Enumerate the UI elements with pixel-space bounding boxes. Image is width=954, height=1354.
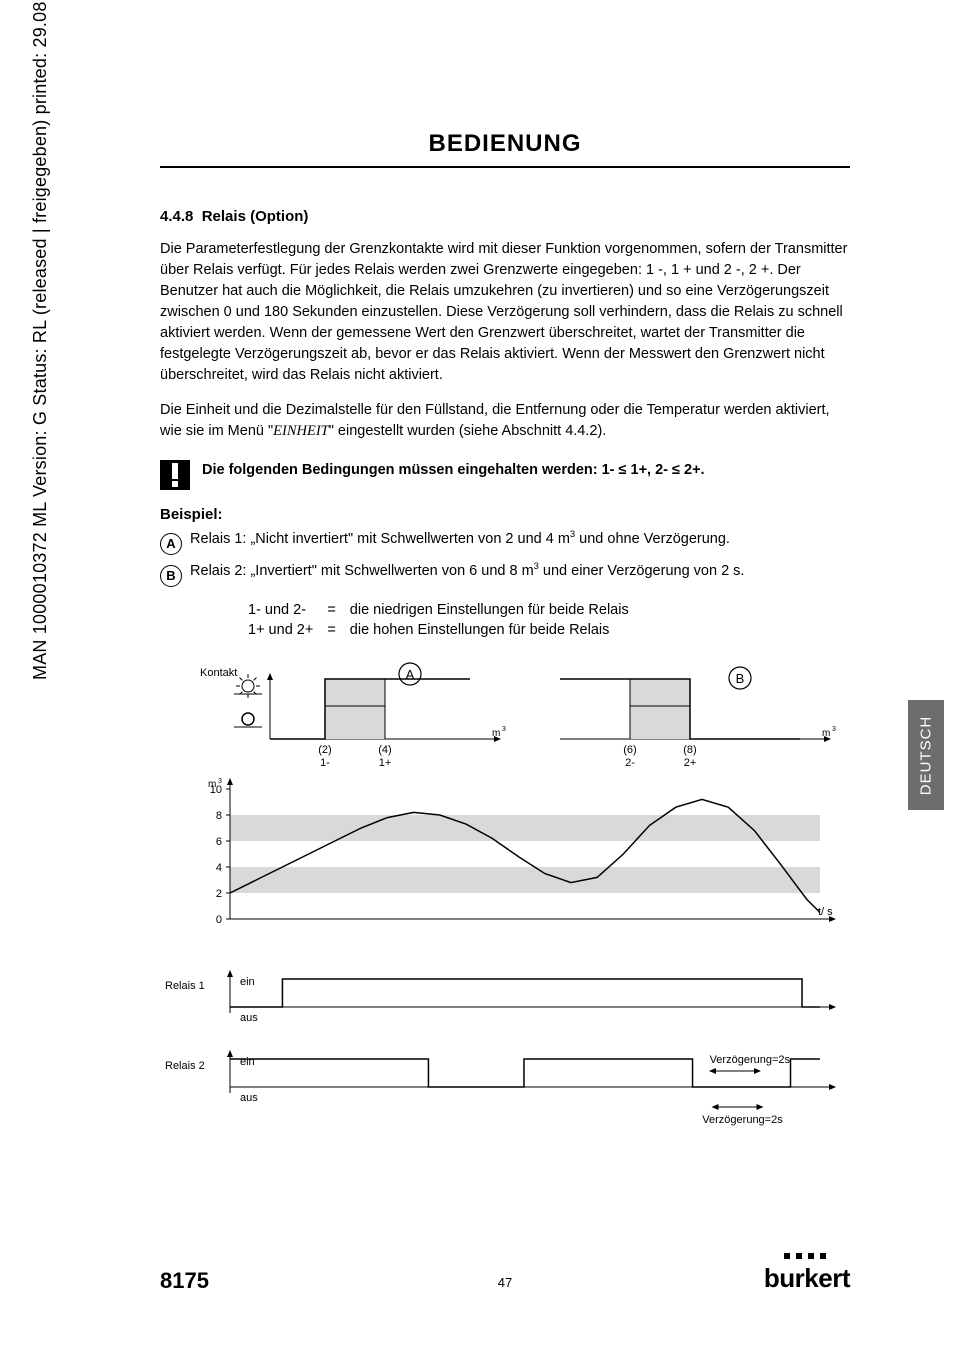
section-title: Relais (Option)	[202, 208, 309, 225]
svg-text:2+: 2+	[684, 757, 697, 769]
svg-text:1-: 1-	[320, 757, 330, 769]
language-label: DEUTSCH	[918, 715, 935, 795]
svg-text:m: m	[492, 728, 500, 739]
brand-text: burkert	[764, 1263, 850, 1293]
example-a-post: und ohne Verzögerung.	[575, 531, 730, 547]
svg-text:B: B	[736, 671, 745, 686]
svg-text:0: 0	[216, 914, 222, 926]
svg-text:2-: 2-	[625, 757, 635, 769]
def2-right: die hohen Einstellungen für beide Relais	[344, 621, 635, 639]
def1-right: die niedrigen Einstellungen für beide Re…	[344, 601, 635, 619]
warning-icon	[160, 460, 190, 490]
svg-text:Verzögerung=2s: Verzögerung=2s	[702, 1114, 783, 1126]
eq: =	[321, 621, 341, 639]
svg-text:3: 3	[502, 726, 506, 733]
warning-text: Die folgenden Bedingungen müssen eingeha…	[202, 460, 705, 480]
example-b-pre: Relais 2: „Invertiert" mit Schwellwerten…	[186, 563, 534, 579]
page-title: BEDIENUNG	[160, 130, 850, 158]
svg-text:8: 8	[216, 810, 222, 822]
section-number: 4.4.8	[160, 208, 193, 225]
svg-text:(4): (4)	[378, 744, 391, 756]
svg-text:6: 6	[216, 836, 222, 848]
footer-page-number: 47	[498, 1275, 512, 1290]
language-tab: DEUTSCH	[908, 700, 944, 810]
content-area: BEDIENUNG 4.4.8 Relais (Option) Die Para…	[160, 130, 850, 1129]
svg-text:Verzögerung=2s: Verzögerung=2s	[710, 1054, 791, 1066]
def2-left: 1+ und 2+	[242, 621, 319, 639]
eq: =	[321, 601, 341, 619]
svg-text:1+: 1+	[379, 757, 392, 769]
svg-text:ein: ein	[240, 1056, 255, 1068]
example-a-pre: Relais 1: „Nicht invertiert" mit Schwell…	[186, 531, 570, 547]
relay-diagram: KontaktAm3(2)1-(4)1+Bm3(6)2-(8)2+m310864…	[160, 659, 850, 1129]
table-row: 1+ und 2+=die hohen Einstellungen für be…	[242, 621, 635, 639]
warning-row: Die folgenden Bedingungen müssen eingeha…	[160, 460, 850, 490]
footer: 8175 47 burkert	[160, 1253, 850, 1294]
svg-text:10: 10	[210, 784, 222, 796]
footer-model: 8175	[160, 1268, 209, 1294]
section-heading: 4.4.8 Relais (Option)	[160, 208, 850, 225]
svg-text:2: 2	[216, 888, 222, 900]
paragraph-2: Die Einheit und die Dezimalstelle für de…	[160, 400, 850, 442]
definitions-table: 1- und 2-=die niedrigen Einstellungen fü…	[240, 599, 637, 641]
svg-text:A: A	[406, 667, 415, 682]
footer-brand: burkert	[764, 1253, 850, 1294]
svg-text:Relais 1: Relais 1	[165, 980, 205, 992]
svg-text:t/ s: t/ s	[818, 906, 833, 918]
paragraph-1: Die Parameterfestlegung der Grenzkontakt…	[160, 239, 850, 386]
svg-text:(2): (2)	[318, 744, 331, 756]
menu-einheit: EINHEIT	[273, 423, 329, 439]
table-row: 1- und 2-=die niedrigen Einstellungen fü…	[242, 601, 635, 619]
def1-left: 1- und 2-	[242, 601, 319, 619]
title-rule	[160, 166, 850, 168]
brand-dots-icon	[784, 1253, 826, 1259]
svg-text:(6): (6)	[623, 744, 636, 756]
svg-text:aus: aus	[240, 1092, 258, 1104]
para2-post: " eingestellt wurden (siehe Abschnitt 4.…	[329, 423, 607, 439]
svg-text:Kontakt: Kontakt	[200, 667, 237, 679]
svg-text:(8): (8)	[683, 744, 696, 756]
svg-text:aus: aus	[240, 1012, 258, 1024]
side-watermark: MAN 1000010372 ML Version: G Status: RL …	[30, 0, 51, 680]
example-b-post: und einer Verzögerung von 2 s.	[539, 563, 745, 579]
svg-text:ein: ein	[240, 976, 255, 988]
example-b: B Relais 2: „Invertiert" mit Schwellwert…	[160, 559, 850, 587]
diagram-svg: KontaktAm3(2)1-(4)1+Bm3(6)2-(8)2+m310864…	[160, 659, 850, 1129]
svg-text:m: m	[822, 728, 830, 739]
circle-b-icon: B	[160, 565, 182, 587]
circle-a-icon: A	[160, 533, 182, 555]
example-a: A Relais 1: „Nicht invertiert" mit Schwe…	[160, 527, 850, 555]
svg-text:3: 3	[832, 726, 836, 733]
example-heading: Beispiel:	[160, 506, 850, 523]
svg-text:4: 4	[216, 862, 222, 874]
svg-text:Relais 2: Relais 2	[165, 1060, 205, 1072]
